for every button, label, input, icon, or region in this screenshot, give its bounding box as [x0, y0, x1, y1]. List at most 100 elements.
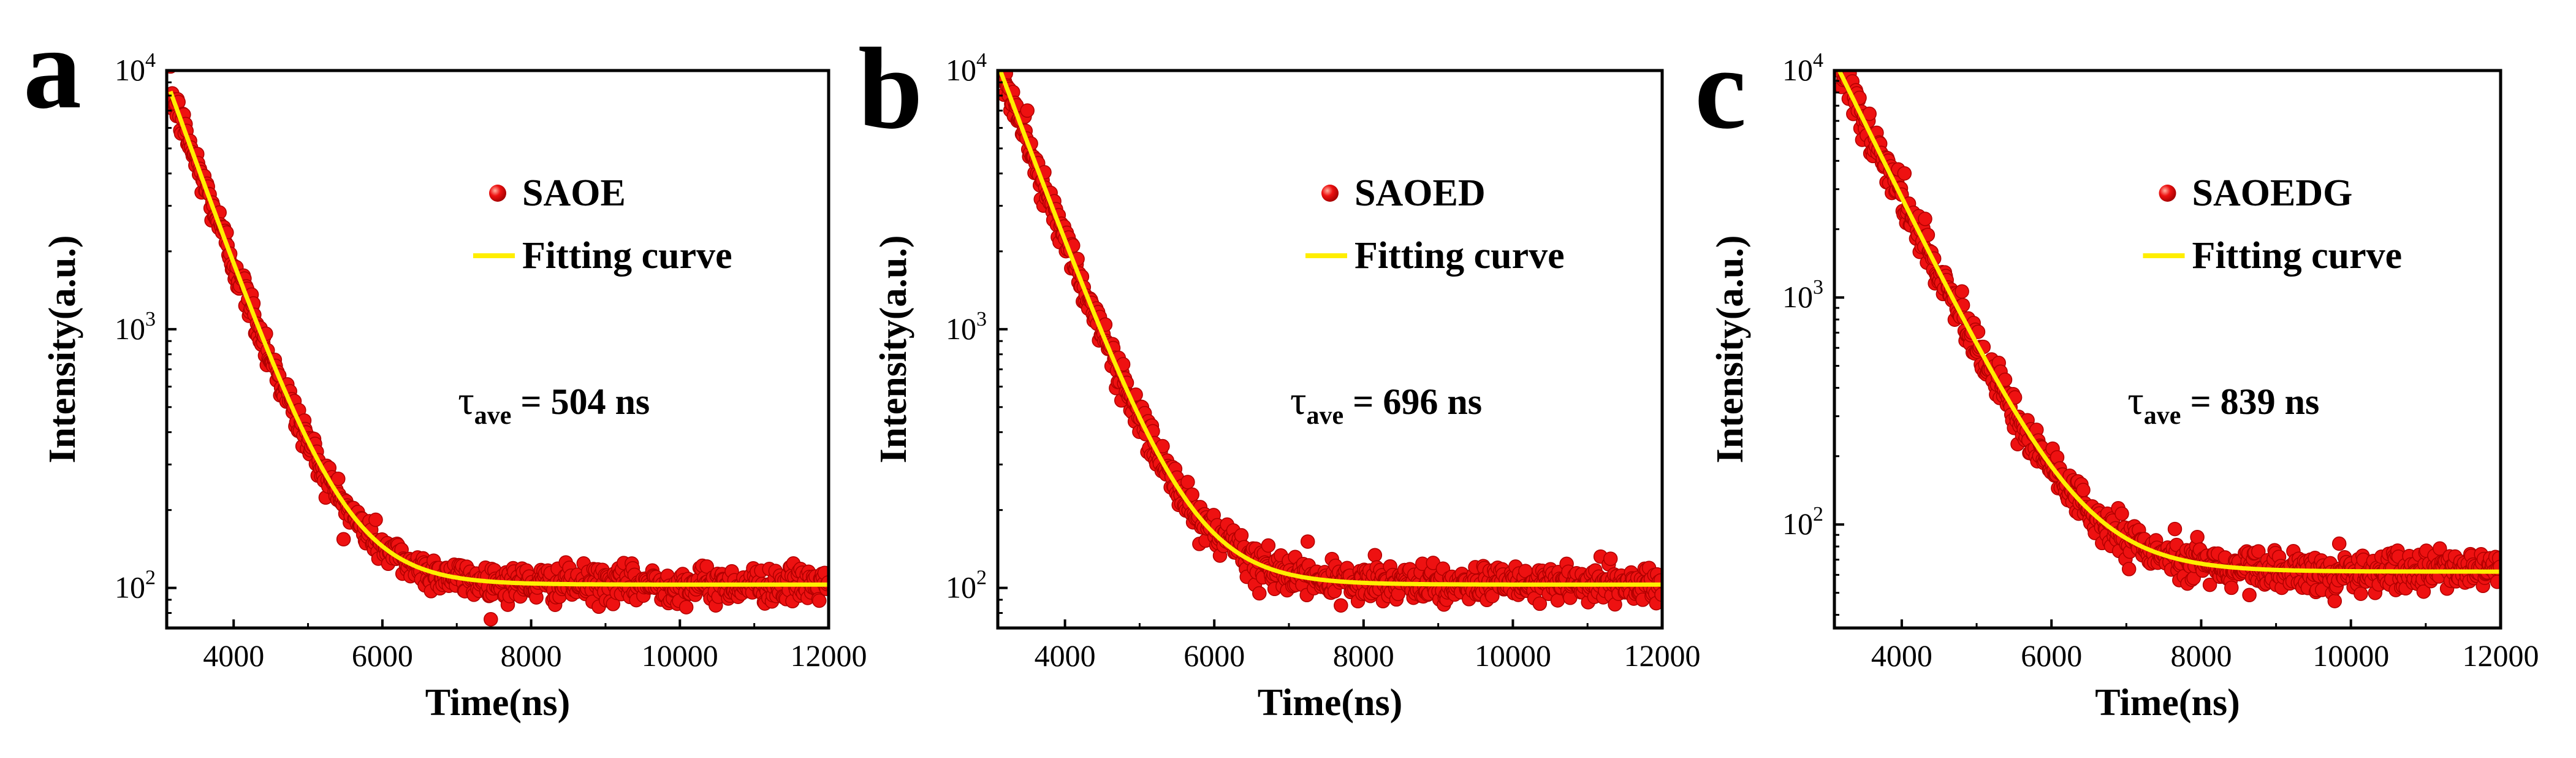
legend-scatter-marker [489, 185, 506, 202]
data-point [2327, 594, 2342, 608]
legend: SAOED Fitting curve [1305, 172, 1565, 277]
data-point [368, 512, 383, 527]
x-tick-label: 4000 [1871, 638, 1932, 673]
legend-scatter-marker [1321, 185, 1339, 202]
y-axis-title: Intensity(a.u.) [873, 235, 914, 463]
data-point [678, 600, 694, 614]
y-tick-label: 104 [115, 49, 156, 87]
x-tick-label: 4000 [1035, 638, 1096, 673]
x-tick-label: 10000 [642, 638, 718, 673]
data-point [336, 532, 351, 547]
tau-annotation: τave = 504 ns [458, 378, 650, 430]
x-tick-label: 12000 [791, 638, 867, 673]
x-tick-label: 12000 [1624, 638, 1701, 673]
y-tick-label: 103 [115, 308, 156, 346]
legend-label-fit: Fitting curve [1354, 235, 1565, 277]
data-point [1836, 57, 1849, 71]
data-point [811, 593, 827, 608]
data-point [2251, 544, 2266, 559]
legend-label-fit: Fitting curve [522, 235, 732, 277]
plot-frame [165, 69, 830, 630]
data-point [1918, 212, 1932, 226]
data-point [1300, 534, 1315, 549]
data-point [2076, 483, 2091, 497]
legend: SAOEDG Fitting curve [2143, 172, 2403, 277]
chart-panel-a: 4000 6000 8000 10000 12000 102 103 104 Time(ns) I… [23, 4, 867, 724]
data-point [1832, 44, 1845, 58]
data-point [1828, 44, 1841, 58]
fitting-curve-line [168, 90, 828, 587]
x-tick-label: 4000 [203, 638, 264, 673]
panel-letter: a [23, 4, 82, 133]
scatter-series-SAOED [993, 56, 1662, 613]
x-tick-label: 10000 [2312, 638, 2389, 673]
y-tick-label: 103 [1782, 276, 1823, 314]
data-point [331, 471, 346, 486]
x-tick-label: 8000 [501, 638, 562, 673]
legend: SAOE Fitting curve [473, 172, 732, 277]
y-axis-title: Intensity(a.u.) [1709, 235, 1751, 463]
tau-annotation: τave = 696 ns [1290, 378, 1482, 430]
data-point [2331, 536, 2347, 551]
data-point [2121, 562, 2137, 576]
data-point [2242, 588, 2257, 603]
fitting-curve-line [1836, 71, 2501, 574]
y-tick-label: 102 [115, 567, 156, 605]
x-tick-label: 12000 [2463, 638, 2539, 673]
data-point [1829, 50, 1842, 64]
data-point [2190, 529, 2205, 545]
x-axis-title: Time(ns) [1258, 682, 1403, 724]
data-point [1829, 48, 1843, 62]
x-tick-label: 8000 [1333, 638, 1394, 673]
data-point [699, 559, 714, 574]
data-point [1252, 586, 1267, 601]
y-tick-label: 104 [946, 49, 987, 87]
fitting-curve-line [998, 71, 1662, 587]
y-tick-label: 104 [1782, 49, 1823, 87]
chart-panel-c: 4000 6000 8000 10000 12000 102 103 104 Time(ns) I… [1695, 25, 2539, 724]
legend-label-scatter: SAOEDG [2192, 172, 2353, 214]
chart-panel-b: 4000 6000 8000 10000 12000 102 103 104 Time(ns) I… [858, 25, 1701, 724]
x-tick-label: 6000 [352, 638, 413, 673]
data-point [1831, 43, 1845, 56]
legend-label-scatter: SAOED [1354, 172, 1486, 214]
x-tick-label: 6000 [1184, 638, 1245, 673]
data-point [1334, 598, 1348, 613]
y-tick-label: 103 [946, 308, 987, 346]
data-point [2224, 580, 2239, 595]
y-tick-label: 102 [946, 567, 987, 605]
y-tick-label: 102 [1782, 503, 1823, 541]
data-point [2416, 584, 2431, 599]
plot-frame [1833, 69, 2502, 630]
tau-annotation: τave = 839 ns [2127, 378, 2319, 430]
data-point [1234, 528, 1249, 543]
scatter-series-SAOEDG [1828, 43, 2501, 608]
data-point [2202, 577, 2217, 592]
legend-scatter-marker [2159, 185, 2176, 202]
data-point [1180, 475, 1195, 489]
legend-label-fit: Fitting curve [2192, 235, 2403, 277]
data-point [993, 56, 1006, 70]
data-point [1603, 551, 1618, 566]
data-point [2167, 521, 2183, 537]
y-axis-title: Intensity(a.u.) [42, 235, 83, 463]
data-point [1367, 548, 1383, 562]
x-tick-label: 8000 [2170, 638, 2232, 673]
x-axis-title: Time(ns) [425, 682, 571, 724]
plot-frame [996, 69, 1664, 630]
data-point [1897, 166, 1912, 181]
data-point [1020, 103, 1035, 118]
data-point [1955, 284, 1969, 299]
x-tick-label: 10000 [1475, 638, 1551, 673]
data-point [1261, 538, 1276, 553]
panel-letter: c [1695, 25, 1746, 153]
data-point [484, 612, 498, 627]
data-point [2354, 586, 2368, 601]
x-tick-label: 6000 [2021, 638, 2082, 673]
legend-label-scatter: SAOE [522, 172, 626, 214]
data-point [2114, 506, 2129, 521]
panel-letter: b [858, 25, 923, 153]
data-point [1532, 596, 1548, 611]
